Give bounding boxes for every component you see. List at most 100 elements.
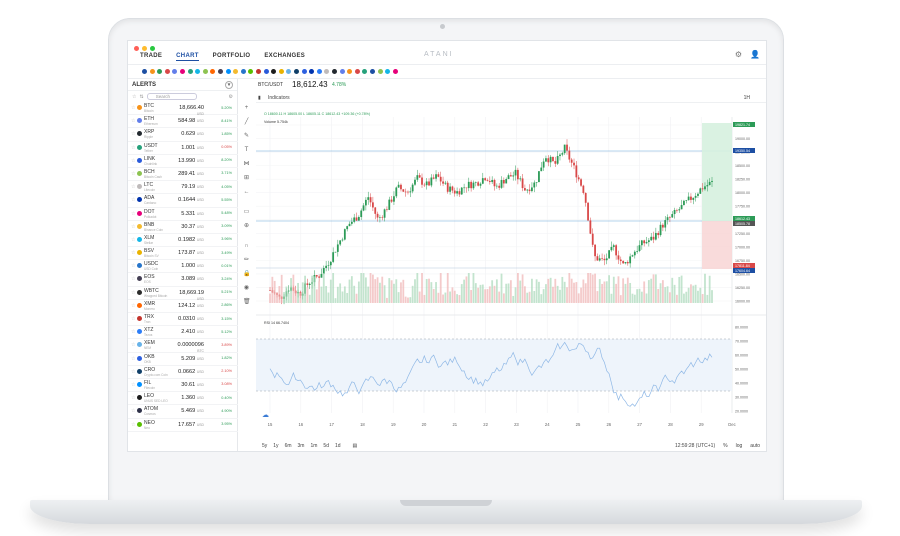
crosshair-icon[interactable]: +	[244, 105, 249, 111]
scale-percent[interactable]: %	[723, 443, 728, 449]
star-icon[interactable]: ☆	[131, 197, 136, 204]
star-icon[interactable]: ☆	[131, 157, 136, 164]
exchange-icon[interactable]	[286, 69, 292, 74]
star-icon[interactable]: ☆	[131, 131, 136, 138]
coin-row[interactable]: ☆ ETH Ethereum 584.98 USD 8.41%	[128, 115, 238, 129]
close-dot[interactable]	[134, 46, 139, 51]
scale-auto[interactable]: auto	[750, 443, 760, 449]
coin-row[interactable]: ☆ TRX Tron 0.0310 USD 3.15%	[128, 313, 238, 327]
lock-icon[interactable]: 🔒	[243, 271, 251, 277]
coin-row[interactable]: ☆ DOT Polkadot 5.331 USD 5.48%	[128, 208, 238, 221]
exchange-icon[interactable]	[225, 69, 231, 74]
star-icon[interactable]: ☆	[131, 210, 136, 217]
indicators-button[interactable]: Indicators	[268, 95, 290, 101]
chevron-down-icon[interactable]: ▾	[225, 80, 233, 89]
exchange-icon[interactable]	[316, 69, 322, 74]
star-icon[interactable]: ☆	[131, 263, 136, 270]
exchange-icon[interactable]	[256, 69, 261, 74]
star-icon[interactable]: ☆	[131, 421, 136, 428]
star-icon[interactable]: ☆	[131, 408, 136, 415]
trash-icon[interactable]: 🗑	[243, 299, 251, 305]
star-icon[interactable]: ☆	[131, 316, 136, 322]
star-icon[interactable]: ☆	[131, 381, 136, 388]
exchange-icon[interactable]	[149, 69, 155, 74]
exchange-icon[interactable]	[187, 69, 193, 74]
range-1d[interactable]: 1d	[334, 443, 341, 449]
filter-icon[interactable]: ⚙	[228, 93, 233, 100]
exchange-icon[interactable]	[377, 69, 383, 74]
star-icon[interactable]: ☆	[131, 144, 136, 151]
exchange-icon[interactable]	[362, 69, 368, 74]
nav-exchanges[interactable]: EXCHANGES	[264, 53, 306, 59]
coin-row[interactable]: ☆ BCH Bitcoin Cash 289.41 USD 3.71%	[128, 168, 238, 182]
measure-icon[interactable]: ⊞	[243, 175, 250, 181]
pattern-icon[interactable]: ⋈	[243, 161, 250, 167]
coin-row[interactable]: ☆ LEO UNUS SED LEO 1.360 USD 0.40%	[128, 392, 238, 406]
star-icon[interactable]: ☆	[131, 276, 136, 283]
exchange-icon[interactable]	[332, 69, 337, 74]
exchange-icon[interactable]	[240, 69, 246, 74]
exchange-icon[interactable]	[347, 69, 353, 74]
coin-row[interactable]: ☆ NEO Neo 17.657 USD 3.95%	[128, 419, 238, 432]
exchange-icon[interactable]	[278, 69, 284, 74]
arrow-left-icon[interactable]: ←	[243, 189, 250, 195]
exchange-icon[interactable]	[164, 69, 170, 74]
star-icon[interactable]: ☆	[131, 342, 136, 349]
minimize-dot[interactable]	[142, 46, 147, 51]
coin-row[interactable]: ☆ CRO Crypto.com Coin 0.0662 USD 2.10%	[128, 366, 238, 379]
exchange-icon[interactable]	[195, 69, 201, 74]
coin-row[interactable]: ☆ BNB Binance Coin 30.37 USD 3.09%	[128, 221, 238, 234]
exchange-icon[interactable]	[385, 69, 391, 74]
user-icon[interactable]: 👤	[750, 50, 760, 59]
star-icon[interactable]: ☆	[131, 170, 136, 177]
gear-icon[interactable]: ⚙	[734, 50, 743, 59]
range-1m[interactable]: 1m	[310, 443, 318, 449]
coin-row[interactable]: ☆ ADA Cardano 0.1644 USD 5.55%	[128, 194, 238, 208]
exchange-icon[interactable]	[354, 69, 360, 74]
sort-icon[interactable]: ⇅	[139, 93, 144, 100]
exchange-icon[interactable]	[157, 69, 163, 74]
brush-icon[interactable]: ✎	[243, 133, 250, 139]
star-icon[interactable]: ☆	[131, 118, 136, 125]
coin-row[interactable]: ☆ USDT Tether 1.001 USD 0.05%	[128, 142, 238, 155]
exchange-icon[interactable]	[218, 69, 223, 74]
star-icon[interactable]: ☆	[131, 105, 136, 111]
magnet-icon[interactable]: ∩	[244, 243, 249, 249]
range-5y[interactable]: 5y	[262, 443, 268, 449]
coin-row[interactable]: ☆ LTC Litecoin 79.19 USD 4.05%	[128, 181, 238, 195]
star-icon[interactable]: ☆	[131, 329, 136, 336]
scale-log[interactable]: log	[735, 443, 743, 449]
coin-row[interactable]: ☆ XLM Stellar 0.1982 USD 3.96%	[128, 234, 238, 248]
pair-selector[interactable]: BTC/USDT	[258, 82, 283, 88]
star-icon[interactable]: ☆	[131, 236, 136, 243]
price-chart[interactable]: 151617181920212223242526272829Dec19500.0…	[256, 103, 766, 451]
eye-icon[interactable]: ◉	[243, 285, 250, 291]
exchange-icon[interactable]	[233, 69, 239, 74]
ruler-icon[interactable]: ▭	[243, 209, 250, 215]
coin-row[interactable]: ☆ WBTC Wrapped Bitcoin 18,669.19 USD 5.21%	[128, 287, 238, 301]
coin-row[interactable]: ☆ BSV Bitcoin SV 173.87 USD 3.49%	[128, 247, 238, 261]
coin-row[interactable]: ☆ XRP Ripple 0.629 USD 1.85%	[128, 128, 238, 142]
nav-portfolio[interactable]: PORTFOLIO	[212, 53, 251, 59]
text-icon[interactable]: T	[244, 147, 249, 153]
exchange-icon[interactable]	[172, 69, 178, 74]
exchange-icon[interactable]	[248, 69, 254, 74]
star-icon[interactable]: ☆	[131, 289, 136, 296]
exchange-icon[interactable]	[339, 69, 345, 74]
star-icon[interactable]: ☆	[131, 223, 136, 230]
zoom-icon[interactable]: ⊕	[243, 223, 250, 229]
star-icon[interactable]: ☆	[131, 302, 136, 309]
exchange-icon[interactable]	[324, 69, 330, 74]
coin-row[interactable]: ☆ FIL Filecoin 30.61 USD 3.08%	[128, 379, 238, 393]
coin-row[interactable]: ☆ OKB OKB 5.209 USD 1.82%	[128, 353, 238, 366]
pencil-lock-icon[interactable]: ✏	[243, 257, 250, 263]
range-1y[interactable]: 1y	[273, 443, 279, 449]
coin-row[interactable]: ☆ EOS EOS 3.089 USD 3.24%	[128, 273, 238, 287]
star-icon[interactable]: ☆	[131, 250, 136, 257]
coin-row[interactable]: ☆ XTZ Tezos 2.410 USD 5.12%	[128, 326, 238, 340]
coin-row[interactable]: ☆ XEM NEM 0.0000096 BTC 3.89%	[128, 339, 238, 353]
exchange-icon[interactable]	[392, 69, 398, 74]
nav-chart[interactable]: CHART	[176, 53, 199, 61]
exchange-icon[interactable]	[301, 69, 307, 74]
maximize-dot[interactable]	[150, 46, 155, 51]
